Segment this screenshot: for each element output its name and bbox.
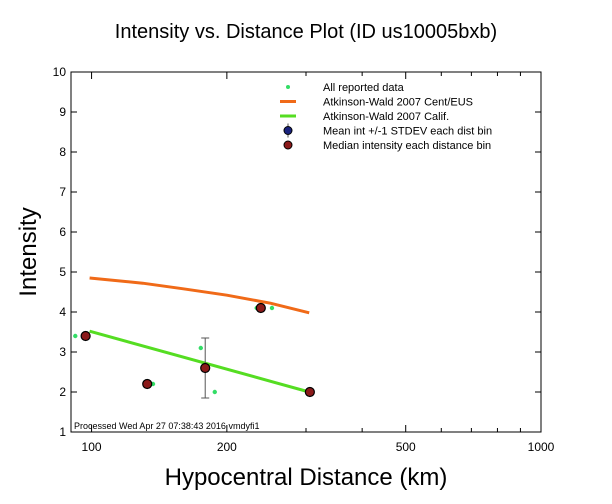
y-axis-label: Intensity bbox=[15, 207, 42, 296]
legend-label: Atkinson-Wald 2007 Calif. bbox=[323, 111, 449, 123]
median-intensity-point bbox=[255, 302, 266, 314]
model-curves bbox=[89, 276, 310, 394]
x-tick-label: 1000 bbox=[528, 440, 555, 454]
x-tick-label: 500 bbox=[396, 440, 416, 454]
y-tick-label: 5 bbox=[59, 265, 66, 279]
legend-symbol-mean bbox=[283, 126, 293, 135]
legend-symbol-median bbox=[283, 140, 293, 150]
calif-curve bbox=[89, 329, 310, 394]
x-tick-label: 200 bbox=[217, 440, 237, 454]
y-tick-label: 8 bbox=[59, 145, 66, 159]
median-intensity-point bbox=[304, 386, 315, 398]
reported-data-point bbox=[73, 333, 78, 339]
y-tick-label: 4 bbox=[59, 305, 66, 319]
legend-label: All reported data bbox=[323, 82, 405, 94]
y-tick-label: 6 bbox=[59, 225, 66, 239]
y-tick-label: 3 bbox=[59, 345, 66, 359]
legend-label: Median intensity each distance bin bbox=[323, 140, 491, 152]
legend-label: Atkinson-Wald 2007 Cent/EUS bbox=[323, 97, 473, 109]
reported-data-point bbox=[198, 345, 203, 351]
legend-symbol-reported bbox=[286, 85, 290, 89]
legend: All reported data Atkinson-Wald 2007 Cent… bbox=[280, 82, 492, 152]
y-tick-label: 2 bbox=[59, 385, 66, 399]
y-tick-label: 9 bbox=[59, 105, 66, 119]
reported-data-point bbox=[212, 389, 217, 395]
median-intensity-point bbox=[200, 362, 211, 374]
reported-data-point bbox=[269, 305, 275, 311]
axis-ticks: 1 2 3 4 5 6 7 8 9 10 100 200 500 1000 bbox=[53, 65, 555, 454]
median-intensity-point bbox=[142, 378, 153, 390]
y-tick-label: 10 bbox=[53, 65, 67, 79]
x-tick-label: 100 bbox=[82, 440, 102, 454]
cent-eus-curve bbox=[89, 276, 310, 315]
processed-footnote: Processed Wed Apr 27 07:38:43 2016 vmdyf… bbox=[74, 421, 259, 431]
chart-title: Intensity vs. Distance Plot (ID us10005b… bbox=[115, 21, 497, 43]
legend-label: Mean int +/-1 STDEV each dist bin bbox=[323, 126, 492, 138]
x-axis-label: Hypocentral Distance (km) bbox=[165, 464, 448, 491]
median-intensity-point bbox=[80, 330, 91, 342]
data-points bbox=[73, 302, 315, 399]
y-tick-label: 1 bbox=[59, 425, 66, 439]
y-tick-label: 7 bbox=[59, 185, 66, 199]
